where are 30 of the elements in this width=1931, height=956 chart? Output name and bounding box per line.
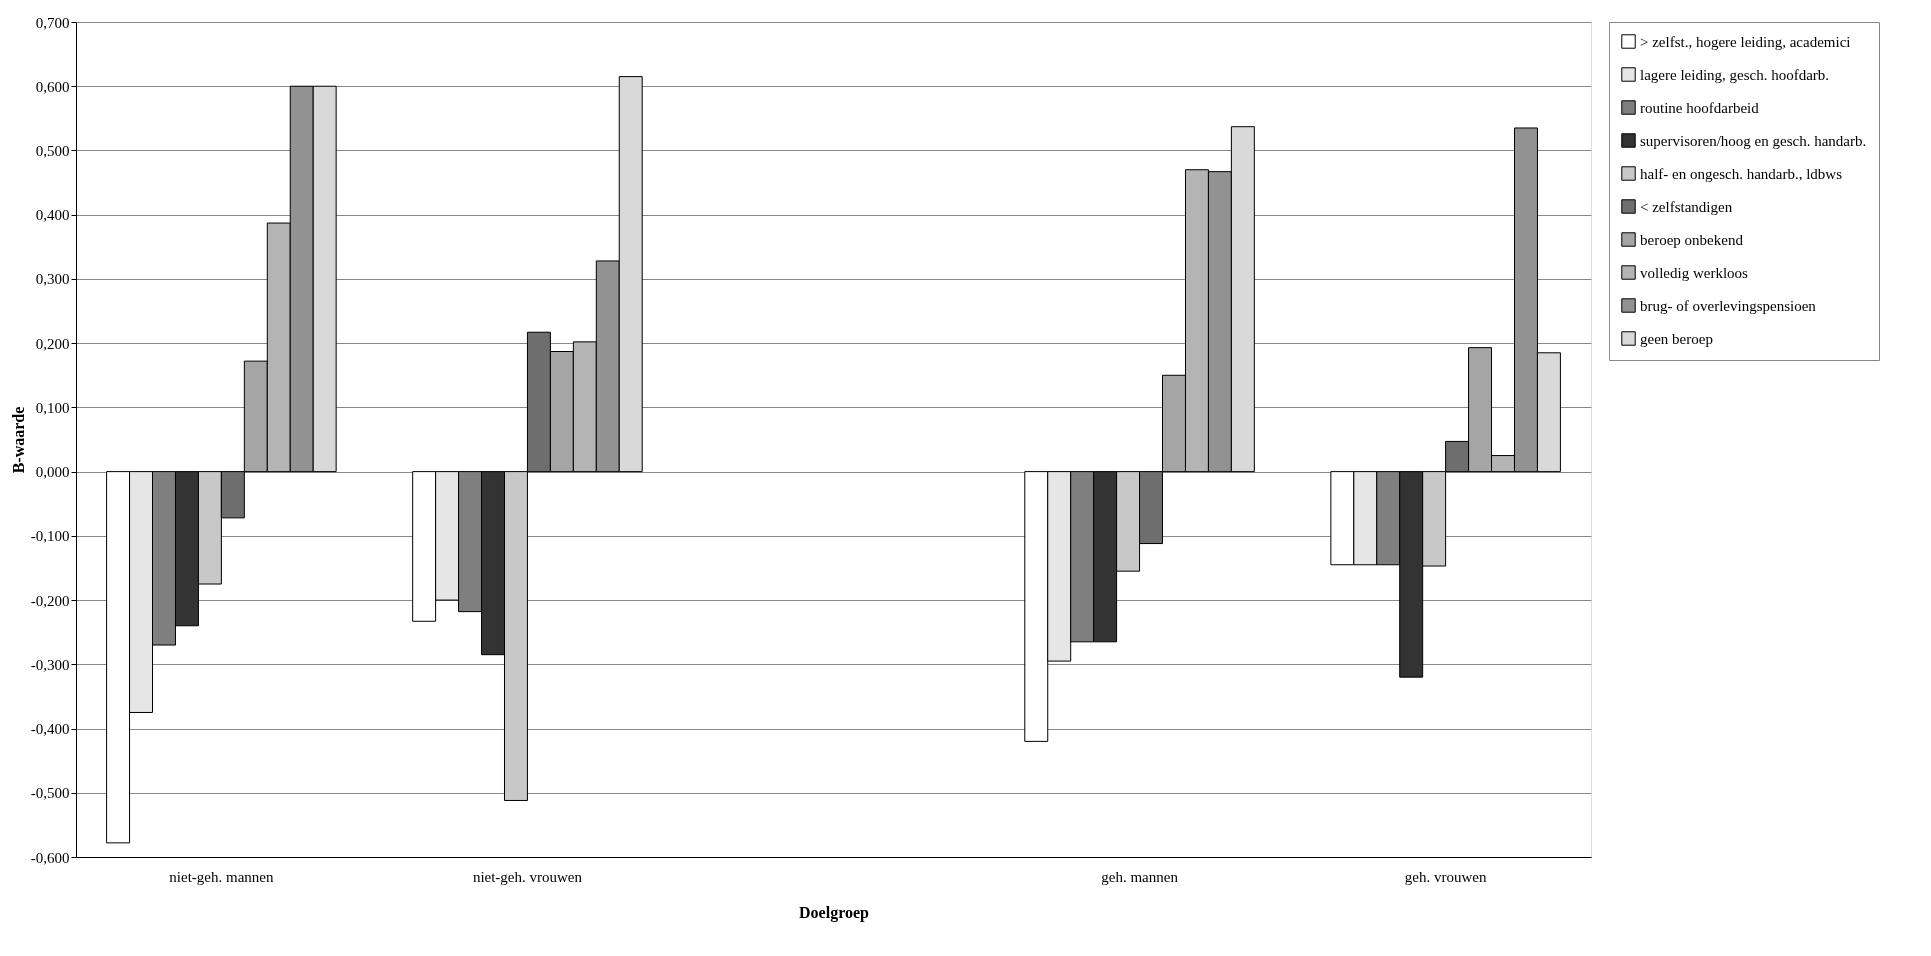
y-tick-label: 0,300	[35, 271, 70, 288]
y-tick-label: -0,600	[30, 849, 70, 866]
y-tick-label: -0,400	[30, 721, 70, 738]
y-tick-label: 0,100	[35, 399, 70, 416]
x-tick-label: geh. mannen	[1101, 868, 1179, 885]
legend-label: brug- of overlevingspensioen	[1640, 297, 1817, 314]
legend-label: routine hoofdarbeid	[1640, 99, 1760, 116]
y-tick-label: 0,500	[35, 142, 70, 159]
y-tick-label: 0,600	[35, 78, 70, 95]
y-tick-label: 0,400	[35, 207, 70, 224]
legend-label: half- en ongesch. handarb., ldbws	[1640, 165, 1843, 182]
x-axis-title: Doelgroep	[799, 903, 870, 922]
legend-label: beroep onbekend	[1640, 231, 1744, 248]
x-tick-label: niet-geh. mannen	[169, 868, 274, 885]
legend-label: volledig werkloos	[1640, 264, 1749, 281]
y-tick-label: -0,500	[30, 785, 70, 802]
legend-label: lagere leiding, gesch. hoofdarb.	[1640, 66, 1830, 83]
x-tick-label: niet-geh. vrouwen	[472, 868, 583, 885]
y-tick-label: -0,100	[30, 528, 70, 545]
y-tick-label: 0,200	[35, 335, 70, 352]
legend-label: > zelfst., hogere leiding, academici	[1640, 33, 1851, 50]
y-axis-title: B-waarde	[9, 406, 27, 474]
y-tick-label: 0,700	[35, 14, 70, 31]
legend-label: geen beroep	[1640, 330, 1713, 347]
x-tick-label: geh. vrouwen	[1404, 868, 1487, 885]
y-tick-label: 0,000	[35, 464, 70, 481]
y-tick-label: -0,300	[30, 656, 70, 673]
legend-label: < zelfstandigen	[1640, 198, 1733, 215]
legend-label: supervisoren/hoog en gesch. handarb.	[1640, 132, 1867, 149]
y-tick-label: -0,200	[30, 592, 70, 609]
